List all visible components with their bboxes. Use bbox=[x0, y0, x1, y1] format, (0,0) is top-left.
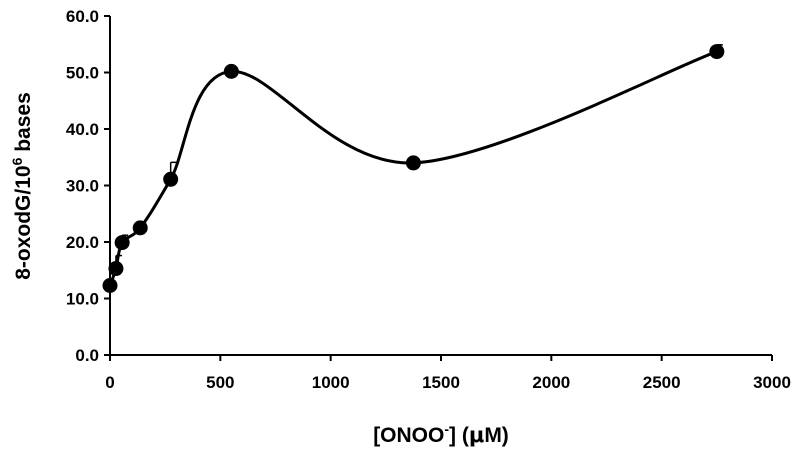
data-point bbox=[132, 220, 148, 236]
x-axis-title: [ONOO-] (μM) bbox=[373, 421, 509, 447]
x-tick-label: 500 bbox=[206, 373, 234, 392]
y-tick-label: 20.0 bbox=[66, 233, 99, 252]
y-tick-label: 10.0 bbox=[66, 290, 99, 309]
y-tick-label: 0.0 bbox=[75, 346, 99, 365]
data-point bbox=[163, 171, 179, 187]
y-tick-label: 60.0 bbox=[66, 7, 99, 26]
data-point bbox=[709, 44, 725, 60]
x-tick-label: 0 bbox=[105, 373, 114, 392]
y-axis-title: 8-oxodG/106 bases bbox=[9, 92, 35, 280]
x-axis-title-superscript: - bbox=[444, 421, 449, 437]
plot-area bbox=[102, 44, 725, 294]
data-point bbox=[223, 63, 239, 79]
data-point bbox=[108, 261, 124, 277]
y-tick-label: 40.0 bbox=[66, 120, 99, 139]
mu-symbol: μ bbox=[469, 423, 484, 447]
y-tick-label: 50.0 bbox=[66, 64, 99, 83]
y-ticks: 0.0 10.0 20.0 30.0 40.0 50.0 60.0 bbox=[66, 7, 110, 365]
x-tick-label: 2500 bbox=[643, 373, 681, 392]
x-tick-label: 2000 bbox=[532, 373, 570, 392]
y-tick-label: 30.0 bbox=[66, 177, 99, 196]
data-point bbox=[114, 235, 130, 251]
series-line bbox=[108, 50, 718, 287]
y-axis-title-superscript: 6 bbox=[9, 157, 25, 165]
x-tick-label: 3000 bbox=[753, 373, 791, 392]
x-ticks: 0 500 1000 1500 2000 2500 3000 bbox=[105, 355, 791, 392]
data-point bbox=[405, 155, 421, 171]
x-tick-label: 1000 bbox=[312, 373, 350, 392]
x-tick-label: 1500 bbox=[422, 373, 460, 392]
axes bbox=[109, 16, 772, 356]
